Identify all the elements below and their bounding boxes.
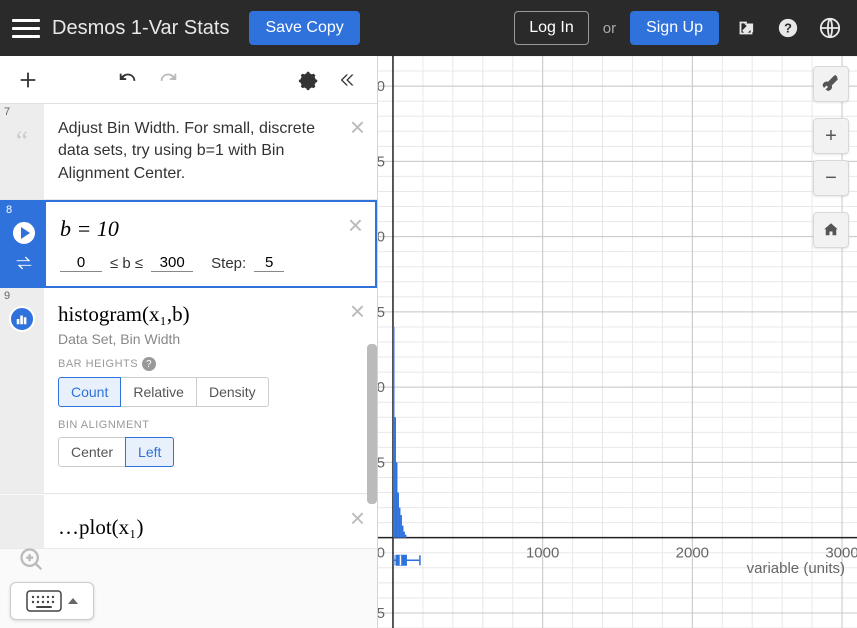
undo-button[interactable] xyxy=(108,60,148,100)
zoom-out-button[interactable]: − xyxy=(813,160,849,196)
graph-panel[interactable]: 100020003000-5510152025300 + − variable … xyxy=(378,56,857,628)
zoom-in-button[interactable]: + xyxy=(813,118,849,154)
help-icon[interactable]: ? xyxy=(773,13,803,43)
delete-expression-button[interactable]: × xyxy=(350,505,365,531)
svg-text:1000: 1000 xyxy=(526,545,559,562)
svg-text:-5: -5 xyxy=(378,605,385,622)
svg-text:15: 15 xyxy=(378,304,385,321)
save-copy-button[interactable]: Save Copy xyxy=(249,11,359,45)
login-button[interactable]: Log In xyxy=(514,11,588,45)
menu-icon[interactable] xyxy=(12,14,40,42)
slider-step-input[interactable] xyxy=(254,254,284,272)
settings-gear-icon[interactable] xyxy=(289,60,329,100)
globe-icon[interactable] xyxy=(815,13,845,43)
bar-heights-group: Count Relative Density xyxy=(58,377,337,407)
app-title: Desmos 1-Var Stats xyxy=(52,17,229,40)
bar-height-relative-button[interactable]: Relative xyxy=(120,377,197,407)
play-slider-button[interactable] xyxy=(11,220,37,246)
graph-canvas[interactable]: 100020003000-5510152025300 xyxy=(378,56,857,628)
collapse-panel-button[interactable] xyxy=(329,60,369,100)
home-button[interactable] xyxy=(813,212,849,248)
delete-expression-button[interactable]: × xyxy=(350,298,365,324)
help-icon[interactable]: ? xyxy=(142,357,156,371)
bar-height-density-button[interactable]: Density xyxy=(196,377,269,407)
expr-number: 9 xyxy=(4,290,10,302)
keyboard-button[interactable] xyxy=(10,582,94,620)
histogram-args-hint: Data Set, Bin Width xyxy=(58,331,337,347)
graph-controls: + − xyxy=(813,66,849,248)
expression-panel: 7 “ × Adjust Bin Width. For small, discr… xyxy=(0,56,378,628)
svg-text:30: 30 xyxy=(378,78,385,95)
note-text: Adjust Bin Width. For small, discrete da… xyxy=(58,118,337,185)
swap-icon[interactable] xyxy=(13,252,35,274)
note-icon: “ xyxy=(16,126,28,158)
svg-text:10: 10 xyxy=(378,379,385,396)
slider-formula[interactable]: b = 10 xyxy=(60,216,335,242)
x-axis-label: variable (units) xyxy=(747,560,845,577)
step-label: Step: xyxy=(211,255,246,272)
expr-number: 7 xyxy=(4,106,10,118)
delete-expression-button[interactable]: × xyxy=(350,114,365,140)
svg-text:?: ? xyxy=(784,21,792,36)
expr-number: 8 xyxy=(6,204,12,216)
share-icon[interactable] xyxy=(731,13,761,43)
bar-heights-label: BAR HEIGHTS ? xyxy=(58,357,337,371)
expression-list: 7 “ × Adjust Bin Width. For small, discr… xyxy=(0,104,377,628)
bin-align-left-button[interactable]: Left xyxy=(125,437,174,467)
app-header: Desmos 1-Var Stats Save Copy Log In or S… xyxy=(0,0,857,56)
histogram-viz-icon[interactable] xyxy=(9,306,35,332)
bin-alignment-label: BIN ALIGNMENT xyxy=(58,419,337,431)
slider-min-input[interactable] xyxy=(60,254,102,272)
signup-button[interactable]: Sign Up xyxy=(630,11,719,45)
zoom-fit-button[interactable] xyxy=(18,546,46,574)
histogram-formula[interactable]: histogram(x₁,b) xyxy=(58,302,337,327)
svg-text:5: 5 xyxy=(378,454,385,471)
bar-height-count-button[interactable]: Count xyxy=(58,377,121,407)
svg-text:0: 0 xyxy=(378,545,385,562)
or-text: or xyxy=(603,20,616,37)
redo-button[interactable] xyxy=(148,60,188,100)
expression-item-7[interactable]: 7 “ × Adjust Bin Width. For small, discr… xyxy=(0,104,377,200)
bin-align-center-button[interactable]: Center xyxy=(58,437,126,467)
svg-text:2000: 2000 xyxy=(676,545,709,562)
slider-bounds: ≤ b ≤ Step: xyxy=(60,254,335,272)
expr-toolbar xyxy=(0,56,377,104)
expression-item-10[interactable]: × …plot(x₁) xyxy=(0,495,377,549)
slider-max-input[interactable] xyxy=(151,254,193,272)
chevron-up-icon xyxy=(68,598,78,604)
slider-rel: ≤ b ≤ xyxy=(110,255,143,272)
expression-item-8[interactable]: 8 × b = 10 ≤ b ≤ Step: xyxy=(0,200,377,288)
bin-alignment-group: Center Left xyxy=(58,437,337,467)
wrench-settings-button[interactable] xyxy=(813,66,849,102)
boxplot-formula[interactable]: …plot(x₁) xyxy=(58,515,337,540)
expression-item-9[interactable]: 9 × histogram(x₁,b) Data Set, Bin Width … xyxy=(0,288,377,494)
svg-text:25: 25 xyxy=(378,153,385,170)
svg-text:20: 20 xyxy=(378,229,385,246)
add-expression-button[interactable] xyxy=(8,60,48,100)
scrollbar-thumb[interactable] xyxy=(367,344,377,504)
delete-expression-button[interactable]: × xyxy=(348,212,363,238)
